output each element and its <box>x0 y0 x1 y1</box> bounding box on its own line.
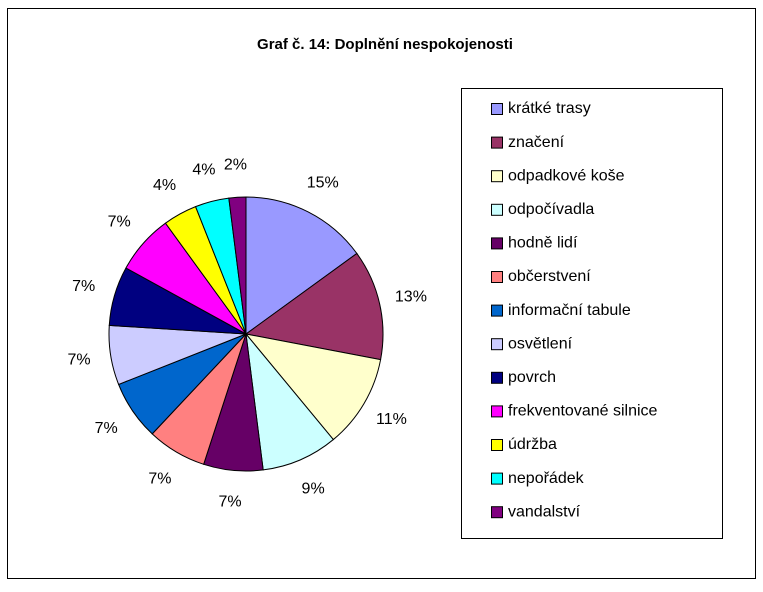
data-label: 4% <box>192 162 215 179</box>
data-label: 15% <box>307 175 339 192</box>
data-label: 7% <box>72 278 95 295</box>
legend-swatch <box>491 103 503 115</box>
data-label: 4% <box>153 177 176 194</box>
legend-swatch <box>491 338 503 351</box>
legend-swatch <box>491 304 503 317</box>
legend-swatch <box>491 439 503 451</box>
legend-label: informační tabule <box>508 302 631 319</box>
legend-label: odpočívadla <box>508 201 594 218</box>
legend-swatch <box>491 170 503 183</box>
legend-swatch <box>491 136 503 149</box>
legend-label: značení <box>508 134 565 151</box>
legend-label: nepořádek <box>508 470 585 487</box>
data-label: 11% <box>376 411 407 428</box>
legend-label: vandalství <box>508 503 581 520</box>
data-label: 7% <box>108 213 131 230</box>
legend-label: občerstvení <box>508 268 591 285</box>
legend-label: krátké trasy <box>508 100 591 117</box>
chart-title: Graf č. 14: Doplnění nespokojenosti <box>257 36 513 53</box>
data-label: 7% <box>148 471 171 488</box>
legend-label: hodně lidí <box>508 235 578 252</box>
pie-slice <box>228 196 247 335</box>
legend-swatch <box>491 203 503 216</box>
legend-box <box>461 88 723 539</box>
legend-label: osvětlení <box>508 335 573 352</box>
data-label: 7% <box>68 352 91 369</box>
pie-slice <box>244 252 384 361</box>
legend-swatch <box>491 405 503 418</box>
data-label: 9% <box>302 480 325 497</box>
data-label: 2% <box>224 157 247 174</box>
legend-label: údržba <box>508 436 557 453</box>
legend-swatch <box>491 506 503 519</box>
legend-swatch <box>491 237 503 250</box>
legend-swatch <box>491 472 503 485</box>
legend-swatch <box>491 271 503 283</box>
legend-label: odpadkové koše <box>508 167 625 184</box>
legend-swatch <box>491 371 503 384</box>
pie-slice <box>245 196 358 335</box>
data-label: 7% <box>219 493 242 510</box>
legend-label: povrch <box>508 369 556 386</box>
pie-slice <box>244 333 382 441</box>
data-label: 7% <box>95 420 118 437</box>
legend-label: frekventované silnice <box>508 403 658 420</box>
data-label: 13% <box>395 288 427 305</box>
